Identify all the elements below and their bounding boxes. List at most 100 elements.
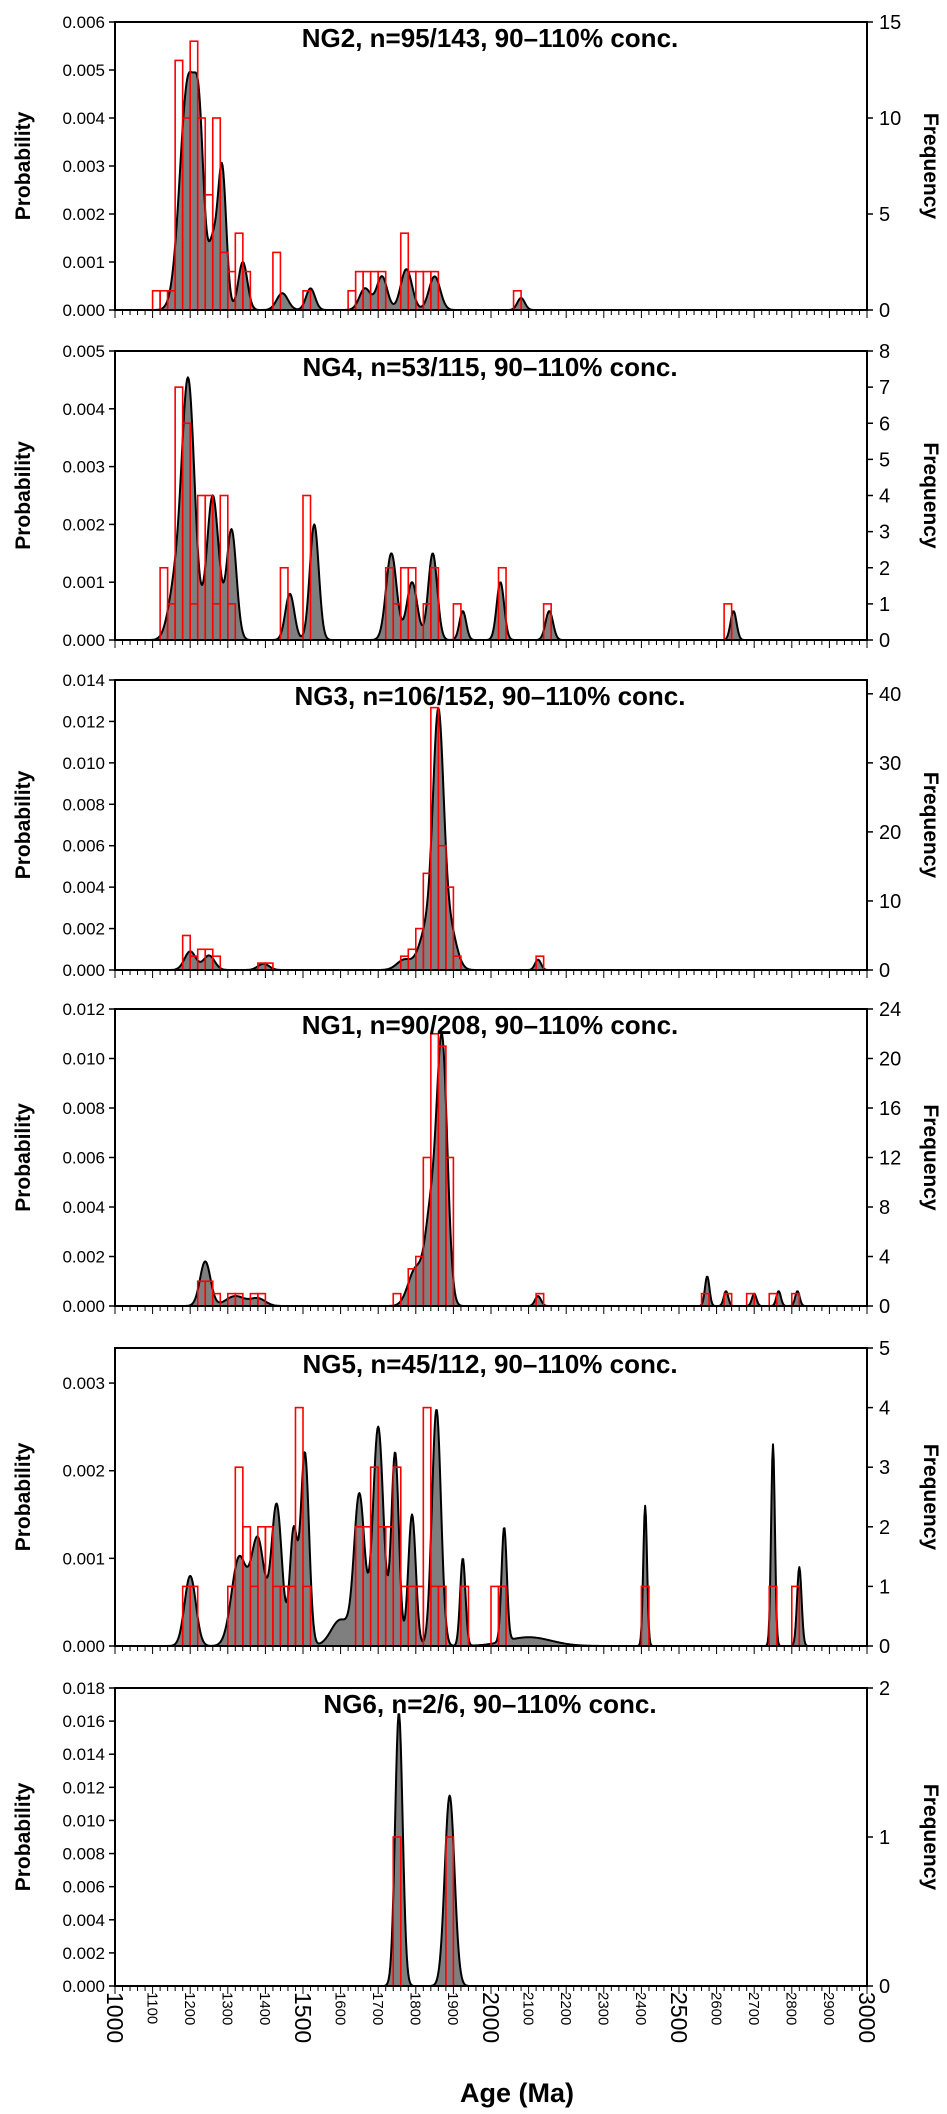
y-tick-label: 0.008 bbox=[62, 1845, 105, 1864]
chart-panel: 0.000 0.001 0.002 0.003 0 1 2 3 4 5 NG5, n=45/112,… bbox=[12, 1338, 942, 1658]
y-tick-label: 0.003 bbox=[62, 157, 105, 176]
y-tick-label: 0.000 bbox=[62, 631, 105, 650]
y2-axis-title: Frequency bbox=[919, 1784, 942, 1891]
plot-frame bbox=[114, 1008, 868, 1307]
panel-title: NG1, n=90/208, 90–110% conc. bbox=[302, 1010, 679, 1040]
y2-tick-label: 15 bbox=[879, 12, 901, 34]
y2-tick-label: 4 bbox=[879, 486, 890, 508]
y-tick-label: 0.003 bbox=[62, 1374, 105, 1393]
panel-title: NG2, n=95/143, 90–110% conc. bbox=[302, 23, 679, 53]
x-tick-label: 2000 bbox=[478, 1992, 504, 2043]
y2-tick-label: 5 bbox=[879, 449, 890, 471]
x-tick-label: 2500 bbox=[666, 1992, 692, 2043]
x-tick-label: 1100 bbox=[143, 1992, 160, 2024]
x-tick-label: 1700 bbox=[369, 1992, 386, 2025]
y-axis-title: Probability bbox=[12, 441, 35, 550]
y2-tick-label: 0 bbox=[879, 1976, 890, 1998]
y-tick-label: 0.002 bbox=[62, 1944, 105, 1963]
y2-tick-label: 4 bbox=[879, 1247, 890, 1269]
y2-tick-label: 16 bbox=[879, 1098, 901, 1120]
y-tick-label: 0.010 bbox=[62, 1811, 105, 1830]
x-tick-label: 1300 bbox=[219, 1992, 236, 2025]
chart-panel: 0.000 0.001 0.002 0.003 0.004 0.005 0.006 0 5 10 1… bbox=[12, 12, 942, 322]
y-tick-label: 0.010 bbox=[62, 1050, 105, 1069]
x-tick-label: 2200 bbox=[557, 1992, 574, 2025]
x-tick-label: 1800 bbox=[407, 1992, 424, 2025]
y2-tick-label: 3 bbox=[879, 522, 890, 544]
y-tick-label: 0.000 bbox=[62, 301, 105, 320]
y2-tick-label: 20 bbox=[879, 822, 901, 844]
y2-tick-label: 10 bbox=[879, 891, 901, 913]
x-tick-label: 2300 bbox=[595, 1992, 612, 2025]
y-tick-label: 0.000 bbox=[62, 1637, 105, 1656]
x-tick-label: 2400 bbox=[632, 1992, 649, 2025]
x-tick-label: 2100 bbox=[519, 1992, 536, 2025]
x-tick-label: 2800 bbox=[783, 1992, 800, 2025]
plot-frame bbox=[114, 1687, 868, 1987]
y2-tick-label: 5 bbox=[879, 1338, 890, 1360]
y-tick-label: 0.004 bbox=[62, 400, 105, 419]
y2-tick-label: 1 bbox=[879, 1827, 890, 1849]
y2-tick-label: 0 bbox=[879, 630, 890, 652]
y2-tick-label: 10 bbox=[879, 108, 901, 130]
y2-tick-label: 12 bbox=[879, 1148, 901, 1170]
y2-tick-label: 40 bbox=[879, 684, 901, 706]
x-tick-label: 1500 bbox=[290, 1992, 316, 2043]
chart-panel: 0.000 0.002 0.004 0.006 0.008 0.010 0.012 0.014… bbox=[12, 671, 942, 982]
y-tick-label: 0.004 bbox=[62, 1911, 105, 1930]
y2-tick-label: 20 bbox=[879, 1049, 901, 1071]
probability-density-curve bbox=[114, 707, 868, 971]
y2-tick-label: 2 bbox=[879, 1678, 890, 1700]
y-tick-label: 0.018 bbox=[62, 1679, 105, 1698]
y-tick-label: 0.014 bbox=[62, 1745, 105, 1764]
y2-tick-label: 0 bbox=[879, 960, 890, 982]
x-axis: 1000 1100 1200 1300 1400 1500 1600 1700 1800 1900… bbox=[102, 1992, 880, 2043]
y2-tick-label: 2 bbox=[879, 558, 890, 580]
y-tick-label: 0.012 bbox=[62, 712, 105, 731]
y2-tick-label: 1 bbox=[879, 594, 890, 616]
y2-tick-label: 7 bbox=[879, 377, 890, 399]
y-tick-label: 0.000 bbox=[62, 1297, 105, 1316]
y-tick-label: 0.001 bbox=[62, 253, 105, 272]
x-tick-label: 3000 bbox=[854, 1992, 880, 2043]
panel-title: NG3, n=106/152, 90–110% conc. bbox=[295, 681, 686, 711]
y2-tick-label: 30 bbox=[879, 753, 901, 775]
y-tick-label: 0.002 bbox=[62, 1248, 105, 1267]
y2-axis-title: Frequency bbox=[919, 1444, 942, 1551]
histogram-bar bbox=[151, 289, 161, 311]
y-tick-label: 0.006 bbox=[62, 13, 105, 32]
y-tick-label: 0.002 bbox=[62, 1462, 105, 1481]
y-axis-title: Probability bbox=[12, 111, 35, 220]
x-tick-label: 2700 bbox=[745, 1992, 762, 2025]
y2-tick-label: 8 bbox=[879, 341, 890, 363]
y2-tick-label: 0 bbox=[879, 300, 890, 322]
y-tick-label: 0.002 bbox=[62, 920, 105, 939]
panel-title: NG6, n=2/6, 90–110% conc. bbox=[323, 1689, 656, 1719]
y-tick-label: 0.016 bbox=[62, 1712, 105, 1731]
x-tick-label: 1900 bbox=[444, 1992, 461, 2025]
x-tick-label: 1400 bbox=[256, 1992, 273, 2025]
y-tick-label: 0.008 bbox=[62, 1099, 105, 1118]
probability-density-curve bbox=[114, 1713, 868, 1987]
x-tick-label: 1200 bbox=[181, 1992, 198, 2025]
y2-tick-label: 0 bbox=[879, 1296, 890, 1318]
x-tick-label: 1600 bbox=[331, 1992, 348, 2025]
chart-panels: 0.0000.0010.0020.0030.0040.0050.00605101… bbox=[12, 12, 942, 1998]
y-axis-title: Probability bbox=[12, 1103, 35, 1212]
y2-tick-label: 6 bbox=[879, 413, 890, 435]
panel-title: NG5, n=45/112, 90–110% conc. bbox=[302, 1349, 677, 1379]
y-tick-label: 0.002 bbox=[62, 205, 105, 224]
y-tick-label: 0.004 bbox=[62, 109, 105, 128]
y2-tick-label: 0 bbox=[879, 1636, 890, 1658]
y-tick-label: 0.003 bbox=[62, 458, 105, 477]
y-tick-label: 0.005 bbox=[62, 342, 105, 361]
y-tick-label: 0.006 bbox=[62, 1878, 105, 1897]
chart-panel: 0.000 0.002 0.004 0.006 0.008 0.010 0.012 0 4 8 12… bbox=[12, 999, 942, 1318]
x-axis-title: Age (Ma) bbox=[460, 2078, 574, 2108]
y-axis-title: Probability bbox=[12, 1782, 35, 1891]
y-tick-label: 0.002 bbox=[62, 515, 105, 534]
y-tick-label: 0.001 bbox=[62, 573, 105, 592]
y2-axis-title: Frequency bbox=[919, 442, 942, 549]
probability-density-curve bbox=[114, 1032, 868, 1307]
